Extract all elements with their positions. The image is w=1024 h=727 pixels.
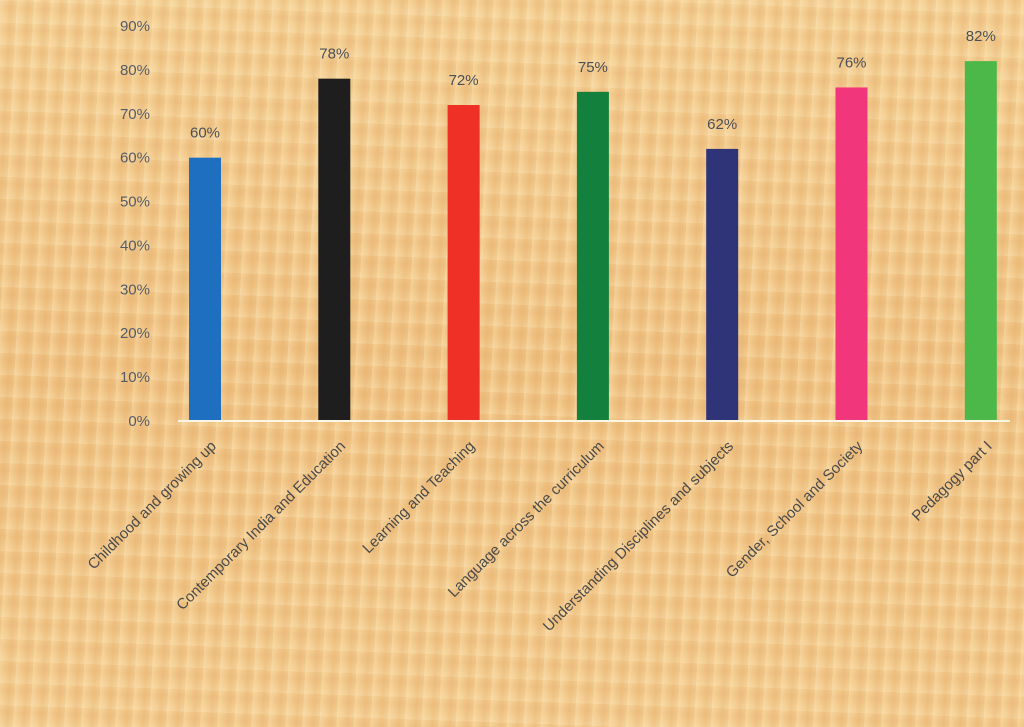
y-tick-label: 90% xyxy=(120,18,150,35)
y-tick-label: 20% xyxy=(120,325,150,342)
category-label: Pedagogy part I xyxy=(909,438,996,525)
y-tick-label: 30% xyxy=(120,281,150,298)
category-label: Language across the curriculum xyxy=(445,438,608,601)
bar xyxy=(447,105,480,421)
y-tick-label: 70% xyxy=(120,106,150,123)
bar-data-label: 76% xyxy=(836,54,866,71)
bar xyxy=(835,87,868,421)
y-tick-label: 80% xyxy=(120,62,150,79)
bars xyxy=(189,61,997,422)
bar-data-label: 62% xyxy=(707,116,737,133)
category-label: Gender, School and Society xyxy=(723,437,867,581)
bar-data-label: 78% xyxy=(319,46,349,63)
y-axis-ticks: 0% 10% 20% 30% 40% 50% 60% 70% 80% 90% xyxy=(120,18,150,430)
bar-data-label: 82% xyxy=(966,28,996,45)
bar-data-label: 75% xyxy=(578,59,608,76)
category-label: Childhood and growing up xyxy=(85,438,220,573)
y-tick-label: 60% xyxy=(120,150,150,167)
bar xyxy=(964,61,997,421)
y-tick-label: 0% xyxy=(128,413,150,430)
bar-data-label: 72% xyxy=(449,72,479,89)
bar-data-label: 60% xyxy=(190,125,220,142)
y-tick-label: 10% xyxy=(120,369,150,386)
y-tick-label: 40% xyxy=(120,237,150,254)
bar xyxy=(576,91,609,421)
bar xyxy=(706,148,739,421)
y-tick-label: 50% xyxy=(120,194,150,211)
bar xyxy=(189,157,221,421)
bar xyxy=(318,78,351,422)
category-label: Learning and Teaching xyxy=(359,438,478,557)
data-labels: 60% 78% 72% 75% 62% 76% 82% xyxy=(190,28,996,142)
